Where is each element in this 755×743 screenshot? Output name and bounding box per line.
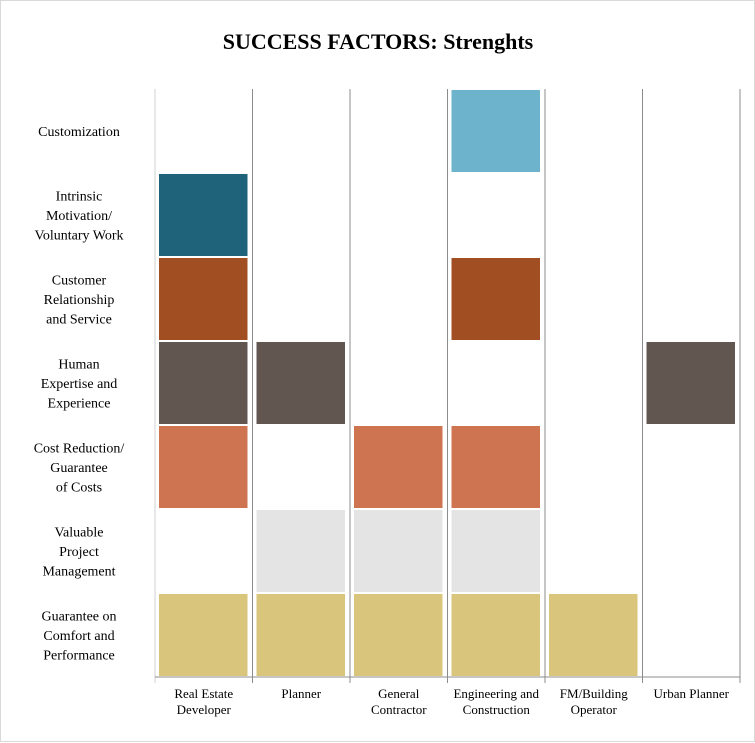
row-label: and Service — [46, 313, 112, 328]
row-label: Cost Reduction/ — [34, 442, 125, 457]
cell — [256, 342, 345, 424]
cell — [354, 594, 443, 676]
row-label: Guarantee — [50, 461, 108, 476]
row-label: Relationship — [44, 293, 115, 308]
column-label: General — [378, 686, 420, 701]
row-label: Customization — [38, 125, 120, 140]
grid — [154, 89, 741, 683]
row-label: Customer — [52, 274, 107, 289]
row-label: Human — [58, 358, 99, 373]
cell — [159, 594, 248, 676]
cell — [646, 342, 735, 424]
cell — [159, 174, 248, 256]
row-label: Voluntary Work — [35, 229, 124, 244]
row-labels: Customization Intrinsic Motivation/Volunta… — [34, 125, 125, 664]
cell — [451, 510, 540, 592]
column-label: Real Estate — [174, 686, 233, 701]
cell — [354, 426, 443, 508]
row-label: Project — [59, 545, 99, 560]
row-label: Comfort and — [43, 629, 114, 644]
row-label: Management — [42, 565, 115, 580]
cell — [549, 594, 638, 676]
chart-title: SUCCESS FACTORS: Strenghts — [223, 29, 534, 54]
cell — [354, 510, 443, 592]
cell — [451, 426, 540, 508]
row-label: of Costs — [56, 481, 102, 496]
cell — [256, 594, 345, 676]
row-label: Motivation/ — [46, 209, 112, 224]
cell — [256, 510, 345, 592]
cell — [451, 90, 540, 172]
column-label: Operator — [571, 702, 618, 717]
row-label: Intrinsic — [56, 190, 103, 205]
cell — [159, 258, 248, 340]
cells — [159, 90, 735, 676]
column-label: Developer — [177, 702, 232, 717]
column-label: Urban Planner — [654, 686, 730, 701]
cell — [451, 258, 540, 340]
column-label: FM/Building — [560, 686, 628, 701]
row-label: Expertise and — [41, 377, 118, 392]
column-label: Contractor — [371, 702, 427, 717]
cell — [159, 426, 248, 508]
cell — [159, 342, 248, 424]
column-label: Engineering and — [453, 686, 539, 701]
row-label: Performance — [43, 649, 115, 664]
column-label: Construction — [463, 702, 531, 717]
cell — [451, 594, 540, 676]
row-label: Valuable — [55, 526, 104, 541]
row-label: Experience — [48, 397, 111, 412]
column-label: Planner — [281, 686, 321, 701]
row-label: Guarantee on — [41, 610, 116, 625]
